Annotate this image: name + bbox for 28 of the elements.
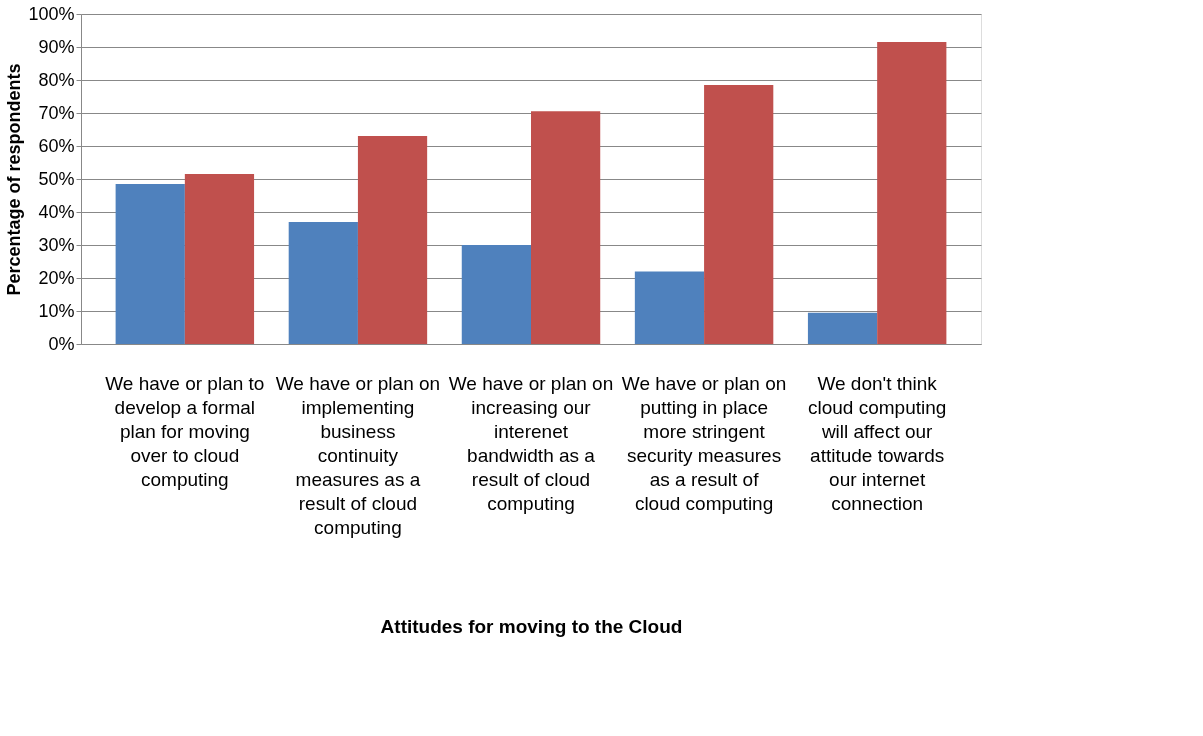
bar — [634, 271, 705, 344]
bar — [184, 174, 255, 344]
bar — [115, 183, 185, 344]
y-tick-label: 60% — [38, 135, 75, 156]
bar — [877, 42, 947, 344]
y-axis-title: Percentage of respondents — [4, 63, 25, 296]
y-tick-label: 100% — [28, 3, 75, 24]
bar — [461, 245, 531, 344]
bar — [531, 111, 601, 344]
bar — [807, 312, 878, 344]
y-tick-label: 10% — [38, 300, 75, 321]
x-axis-title: Attitudes for moving to the Cloud — [380, 615, 683, 637]
y-tick-label: 40% — [38, 201, 75, 222]
y-tick-label: 80% — [38, 69, 75, 90]
x-tick-label: We don't think cloud computing will affect our attitude towards our internet connection — [807, 372, 947, 514]
bar — [357, 136, 428, 344]
bar — [288, 221, 358, 344]
y-tick-label: 70% — [38, 102, 75, 123]
y-tick-label: 20% — [38, 267, 75, 288]
y-tick-label: 30% — [38, 234, 75, 255]
x-tick-label: We have or plan on putting in place more stringent security measures as a result of cloud computing — [621, 372, 787, 514]
x-tick-label: We have or plan on implementing business continuity measures as a result of cloud computing — [275, 372, 441, 538]
y-tick-label: 50% — [38, 168, 75, 189]
y-tick-label: 90% — [38, 36, 75, 57]
x-tick-label: We have or plan on increasing our interenet bandwidth as a result of cloud computing — [448, 372, 614, 514]
bar — [704, 84, 774, 344]
x-tick-label: We have or plan to develop a formal plan for moving over to cloud computing — [105, 372, 265, 490]
y-tick-label: 0% — [48, 333, 75, 354]
